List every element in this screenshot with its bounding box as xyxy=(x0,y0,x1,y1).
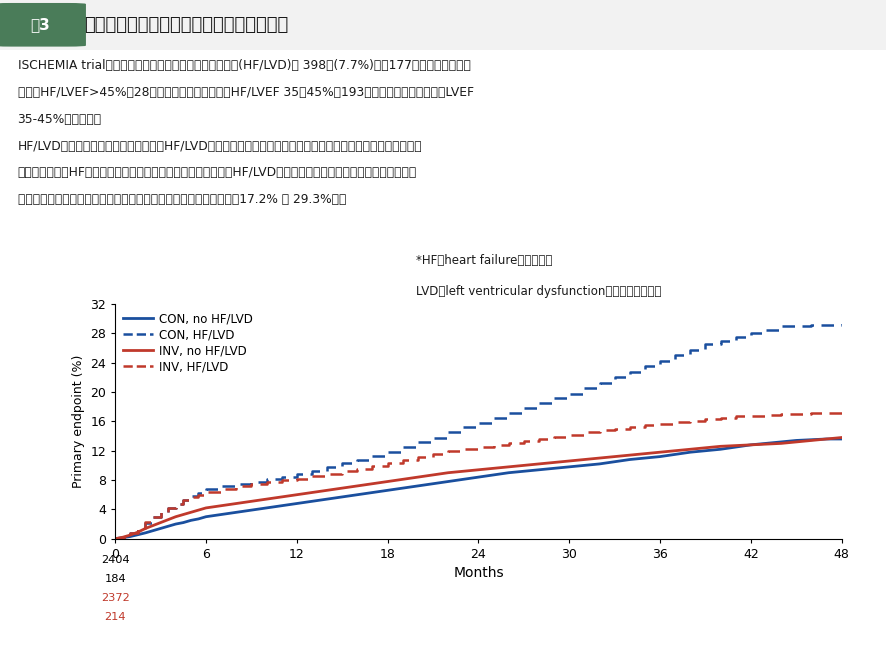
FancyBboxPatch shape xyxy=(0,3,86,46)
Text: HF/LVDの既往歴のない群と比較して、HF/LVDの既往群は主要エンドポイント（心血管死、非致死的心筋梗塞、: HF/LVDの既往歴のない群と比較して、HF/LVDの既往群は主要エンドポイント… xyxy=(18,139,422,153)
Text: 35-45%であった。: 35-45%であった。 xyxy=(18,112,102,126)
Legend: CON, no HF/LVD, CON, HF/LVD, INV, no HF/LVD, INV, HF/LVD: CON, no HF/LVD, CON, HF/LVD, INV, no HF/… xyxy=(121,310,255,375)
Text: 2372: 2372 xyxy=(101,593,129,603)
Y-axis label: Primary endpoint (%): Primary endpoint (%) xyxy=(72,355,85,488)
X-axis label: Months: Months xyxy=(453,566,504,580)
Text: は保存的治療群と比較し、主要エンドポイントが有意に低かった（17.2% 対 29.3%）。: は保存的治療群と比較し、主要エンドポイントが有意に低かった（17.2% 対 29… xyxy=(18,193,346,206)
Text: 2404: 2404 xyxy=(101,555,129,565)
Text: 214: 214 xyxy=(105,612,126,622)
Text: のあるHF/LVEF>45%、28人が心不全既往歴のあるHF/LVEF 35～45%、193名が心不全既往歴のないLVEF: のあるHF/LVEF>45%、28人が心不全既往歴のあるHF/LVEF 35～4… xyxy=(18,86,473,98)
Text: 図3: 図3 xyxy=(30,17,50,32)
Text: Lopes RD, et al. Circulation.2020. doi:10.1161/CIRCULATIONAHA.120.050304. 改変: Lopes RD, et al. Circulation.2020. doi:1… xyxy=(416,638,864,648)
Text: 184: 184 xyxy=(105,574,126,584)
Text: 左室機能障害のある心不全患者の予後評価: 左室機能障害のある心不全患者の予後評価 xyxy=(84,16,289,34)
Text: 不安定狭心症、HF、蘇生した心停止による入院）が高かった。HF/LVDの既往歴のある症例のうち、侵襲的治療群: 不安定狭心症、HF、蘇生した心停止による入院）が高かった。HF/LVDの既往歴の… xyxy=(18,167,416,179)
Text: ISCHEMIA trialのうち、左室機能障害のある心不全患者(HF/LVD)は 398名(7.7%)で、177名が心不全既往歴: ISCHEMIA trialのうち、左室機能障害のある心不全患者(HF/LVD)… xyxy=(18,59,470,72)
Text: *HF：heart failure（心不全）: *HF：heart failure（心不全） xyxy=(416,254,553,268)
Text: LVD：left ventricular dysfunction（左室機能障害）: LVD：left ventricular dysfunction（左室機能障害） xyxy=(416,284,662,297)
